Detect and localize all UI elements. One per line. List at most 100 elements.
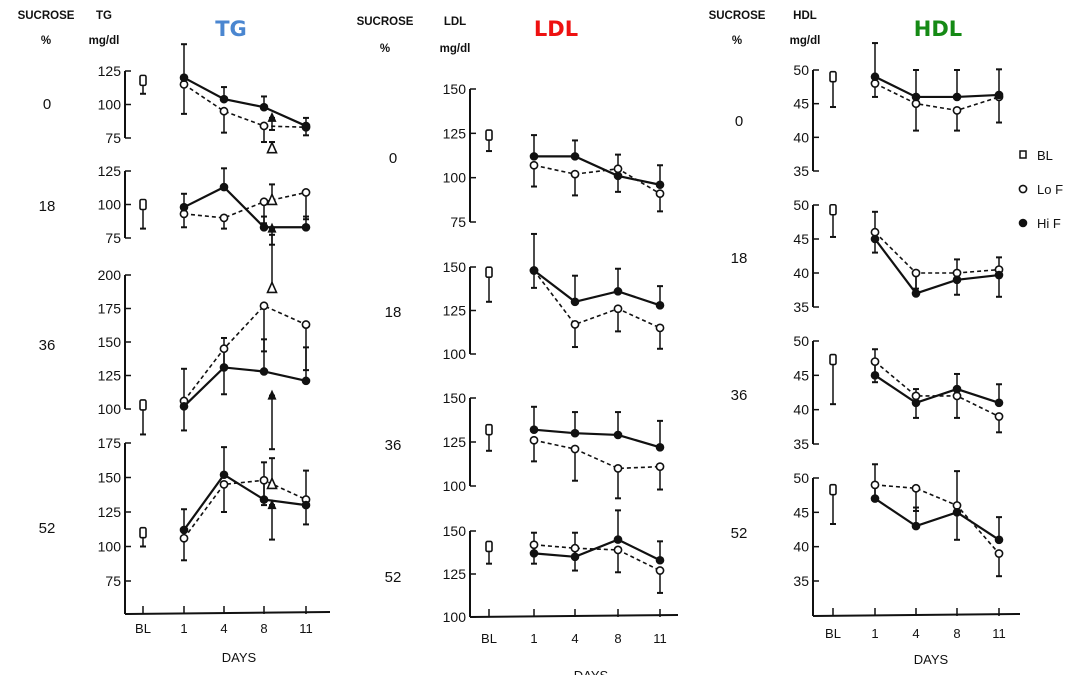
y-tick-label: 45 <box>793 504 809 520</box>
y-tick-label: 35 <box>793 163 809 179</box>
panel-sucrose-36: 36 35 40 45 50 <box>731 333 1004 452</box>
data-point-hif <box>179 202 189 212</box>
y-tick-label: 50 <box>793 333 809 349</box>
data-point-hif <box>529 266 539 275</box>
data-point-lof <box>301 188 311 197</box>
y-tick-label: 40 <box>793 539 809 555</box>
y-tick-label: 125 <box>443 125 467 141</box>
y-tick-label: 100 <box>98 539 122 555</box>
data-point-hif <box>870 234 880 244</box>
data-point-lof <box>952 106 962 115</box>
data-point-hif <box>301 121 311 131</box>
series-line-hif <box>874 374 1000 405</box>
data-point-hif <box>570 428 580 438</box>
data-point-lof <box>301 320 311 329</box>
y-tick-label: 50 <box>793 62 809 78</box>
data-point-lof <box>994 412 1004 421</box>
data-point-lof <box>259 475 269 485</box>
legend-marker <box>1019 150 1027 159</box>
series-line-hif <box>183 473 307 531</box>
x-axis-line <box>469 614 679 618</box>
data-point-lof <box>259 121 269 131</box>
y-tick-label: 40 <box>793 129 809 145</box>
y-axis-unit: mg/dl <box>440 43 471 55</box>
data-point-hif <box>870 371 880 380</box>
data-point-lof <box>952 501 962 510</box>
sucrose-level-label: 52 <box>731 525 748 542</box>
y-tick-label: 175 <box>98 435 122 451</box>
row-header-percent: % <box>41 35 51 47</box>
x-tick-label: BL <box>825 626 841 641</box>
series-line-lof <box>874 231 1000 274</box>
baseline-point <box>829 483 837 496</box>
panel-sucrose-0: 0 75 100 125 150 <box>389 81 665 230</box>
data-point-hif <box>301 222 311 232</box>
chart-title: HDL <box>914 17 962 41</box>
baseline-point <box>139 74 147 87</box>
chart-ldl: SUCROSE%LDLmg/dlLDLBL14811DAYS0751001251… <box>357 16 679 675</box>
data-point-lof <box>870 480 880 490</box>
legend-item-lof: Lo F <box>1018 182 1063 197</box>
y-tick-label: 100 <box>443 478 467 494</box>
panel-sucrose-18: 18 35 40 45 50 <box>731 197 1004 315</box>
data-point-open-triangle <box>266 476 278 490</box>
sucrose-level-label: 52 <box>385 569 402 586</box>
data-point-hif <box>952 275 962 285</box>
series-line-lof <box>183 191 307 219</box>
row-header-percent: % <box>380 43 390 55</box>
y-axis-label: LDL <box>444 16 466 28</box>
y-tick-label: 150 <box>443 523 467 539</box>
y-tick-label: 100 <box>443 346 467 362</box>
data-point-lof <box>613 304 623 314</box>
data-point-lof <box>911 483 921 493</box>
data-point-hif <box>655 300 665 310</box>
series-line-hif <box>533 428 661 449</box>
data-point-lof <box>529 540 539 550</box>
y-tick-label: 75 <box>105 130 121 146</box>
data-point-hif <box>179 73 189 82</box>
data-point-hif <box>994 270 1004 280</box>
row-header-sucrose: SUCROSE <box>18 10 75 22</box>
data-point-lof <box>570 320 580 329</box>
y-tick-label: 125 <box>98 163 122 179</box>
legend: BL Lo F Hi F <box>1018 148 1063 231</box>
y-tick-label: 100 <box>443 170 467 186</box>
data-point-hif <box>219 363 229 372</box>
x-axis-line <box>124 611 331 615</box>
series-line-hif <box>533 269 661 307</box>
data-point-lof <box>219 106 229 116</box>
series-line-hif <box>874 497 1000 541</box>
x-tick-label: 1 <box>180 621 187 636</box>
x-tick-label: 11 <box>299 621 313 636</box>
series-line-lof <box>533 269 661 329</box>
x-tick-label: 11 <box>653 631 667 646</box>
x-tick-label: 8 <box>260 621 267 636</box>
data-point-hif <box>219 94 229 104</box>
y-tick-label: 40 <box>793 265 809 281</box>
data-point-lof <box>570 543 580 553</box>
data-point-hif <box>952 508 962 517</box>
data-point-hif <box>994 535 1004 545</box>
sucrose-level-label: 0 <box>389 150 397 167</box>
y-tick-label: 150 <box>443 81 467 97</box>
chart-title: TG <box>215 17 247 41</box>
series-line-lof <box>874 484 1000 555</box>
series-line-hif <box>183 366 307 408</box>
x-tick-label: 1 <box>871 626 878 641</box>
data-point-hif <box>219 470 229 480</box>
x-tick-label: 8 <box>953 626 960 641</box>
sucrose-level-label: 0 <box>43 96 51 113</box>
data-point-hif <box>613 430 623 440</box>
data-point-hif <box>179 402 189 411</box>
data-point-hif <box>952 92 962 102</box>
data-point-hif <box>219 182 229 192</box>
panel-sucrose-52: 52 100 125 150 <box>385 509 665 625</box>
sucrose-level-label: 18 <box>385 304 402 321</box>
y-tick-label: 75 <box>105 230 121 246</box>
panel-sucrose-52: 52 75 100 125 150 175 <box>39 435 311 614</box>
baseline-point <box>485 129 493 141</box>
data-point-open-triangle <box>266 192 278 206</box>
panel-sucrose-36: 36 100 125 150 <box>385 390 665 500</box>
y-tick-label: 125 <box>443 434 467 450</box>
y-tick-label: 40 <box>793 402 809 418</box>
